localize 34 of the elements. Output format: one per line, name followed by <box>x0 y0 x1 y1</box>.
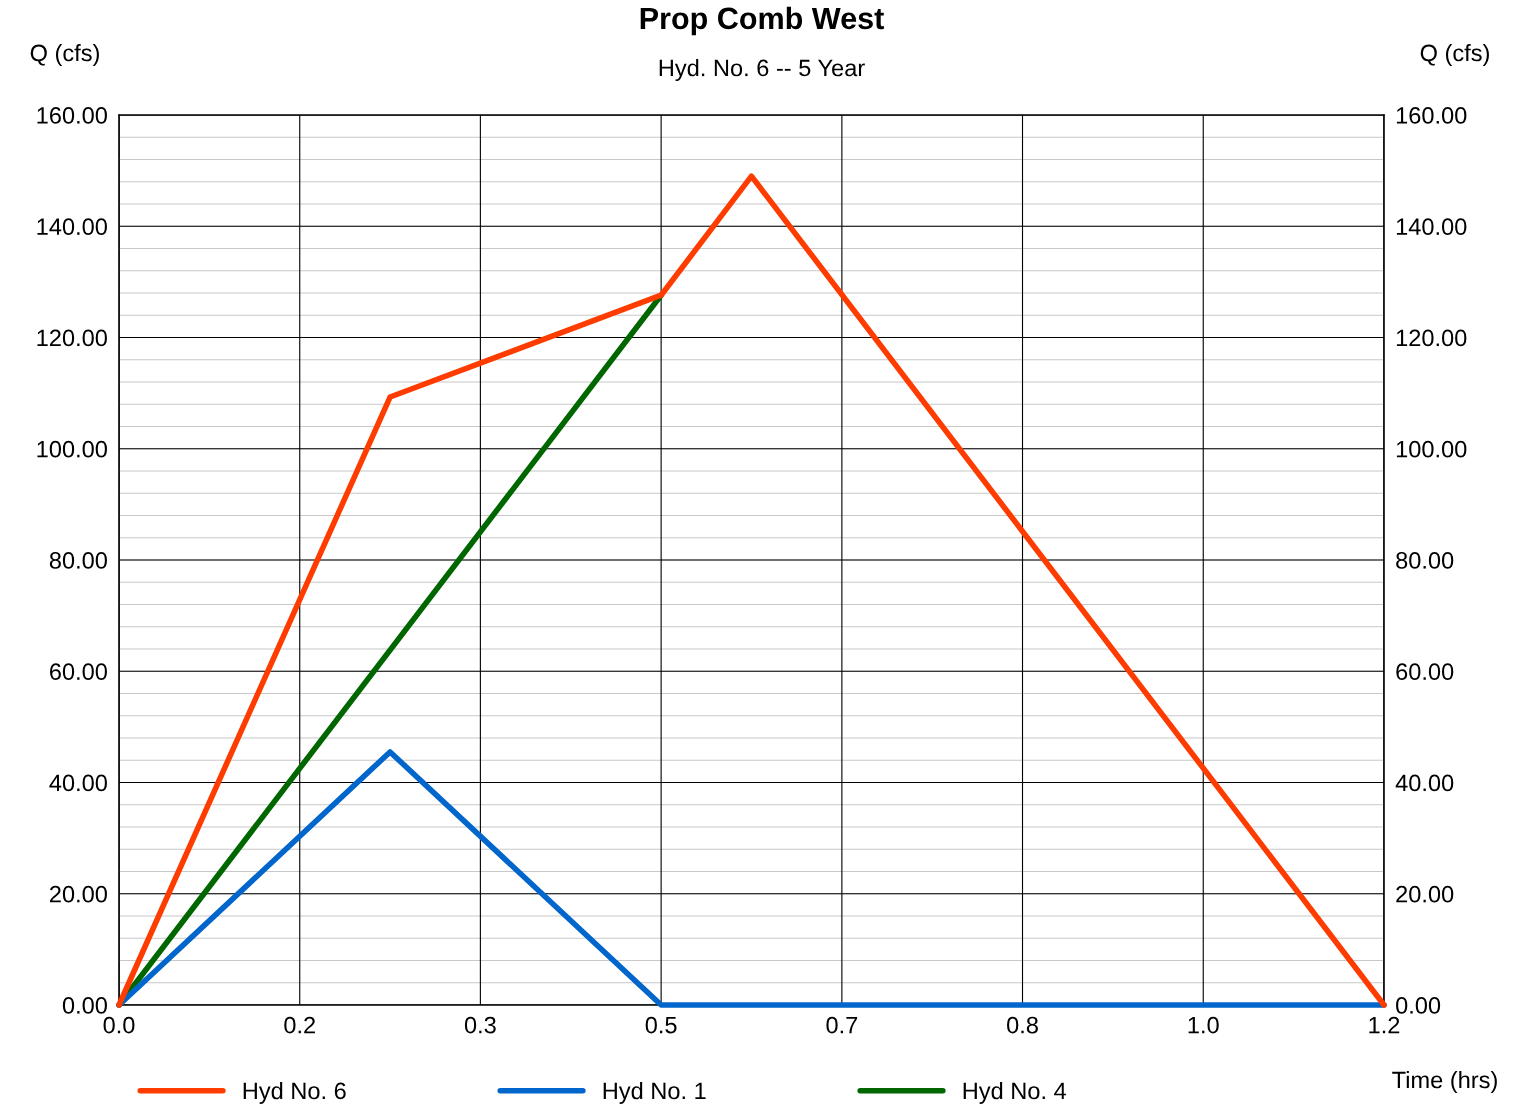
y2-tick-label: 160.00 <box>1396 107 1467 124</box>
y2-tick-label: 140.00 <box>1396 218 1467 236</box>
chart-title: Prop Comb West <box>640 6 884 36</box>
x-tick-label: 1.2 <box>1369 1016 1400 1034</box>
y2-tick-label: 20.00 <box>1396 885 1454 903</box>
y-tick-label: 40.00 <box>49 774 107 792</box>
x-tick-label: 0.3 <box>464 1016 496 1034</box>
legend-label: Hyd No. 4 <box>963 1081 1067 1104</box>
y-tick-label: 140.00 <box>37 218 107 236</box>
y-axis-title: Q (cfs) <box>30 44 99 66</box>
y2-axis-title: Q (cfs) <box>1420 44 1489 66</box>
y-tick-label: 60.00 <box>50 663 107 681</box>
y2-tick-label: 60.00 <box>1396 663 1454 681</box>
y-tick-label: 120.00 <box>37 329 107 347</box>
x-tick-label: 1.0 <box>1188 1016 1219 1034</box>
chart-subtitle: Hyd. No. 6 -- 5 Year <box>659 59 865 81</box>
y2-tick-label: 120.00 <box>1396 329 1467 347</box>
y-tick-label: 0.00 <box>62 997 107 1014</box>
y-tick-label: 100.00 <box>37 440 107 458</box>
y-tick-label: 20.00 <box>50 885 107 903</box>
x-tick-label: 0.0 <box>103 1016 135 1034</box>
y-tick-label: 80.00 <box>49 552 107 569</box>
x-tick-label: 0.5 <box>645 1016 677 1034</box>
y2-tick-label: 40.00 <box>1395 774 1454 792</box>
y-tick-label: 160.00 <box>37 107 107 124</box>
x-tick-label: 0.7 <box>826 1016 858 1034</box>
x-tick-label: 0.8 <box>1007 1016 1038 1034</box>
y2-tick-label: 100.00 <box>1396 440 1467 458</box>
legend-label: Hyd No. 6 <box>243 1081 346 1104</box>
x-tick-label: 0.2 <box>284 1016 315 1034</box>
x-axis-title: Time (hrs) <box>1392 1070 1497 1093</box>
y2-tick-label: 0.00 <box>1396 997 1441 1014</box>
y2-tick-label: 80.00 <box>1396 552 1454 569</box>
legend-label: Hyd No. 1 <box>603 1081 706 1104</box>
